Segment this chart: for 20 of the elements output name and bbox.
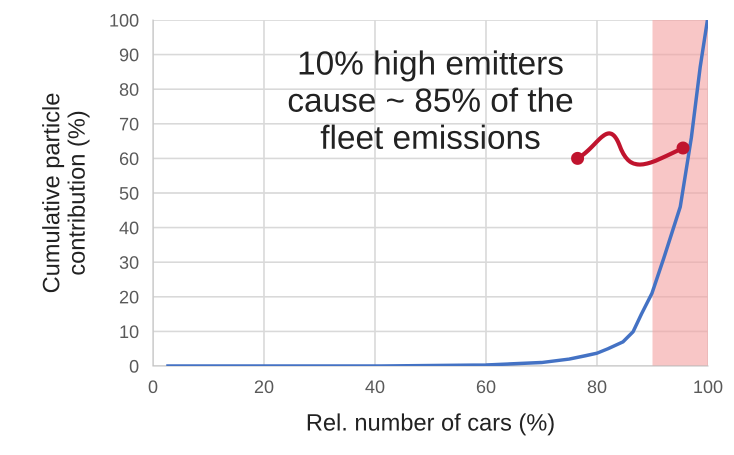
x-tick-label: 60 xyxy=(476,380,496,394)
y-tick-label: 90 xyxy=(120,48,138,62)
y-axis-title: Cumulative particle contribution (%) xyxy=(42,94,90,292)
y-tick-label: 10 xyxy=(120,325,138,338)
y-tick-label: 100 xyxy=(110,14,138,27)
y-tick-label: 20 xyxy=(120,290,138,304)
x-tick-label: 80 xyxy=(588,380,606,394)
y-tick-label: 70 xyxy=(120,118,138,131)
x-axis-title: Rel. number of cars (%) xyxy=(308,413,554,436)
annotation: 10% high emitters cause ~ 85% of the fleet emissions xyxy=(288,50,572,150)
y-tick-label: 40 xyxy=(119,222,138,234)
y-tick-label: 60 xyxy=(120,152,138,166)
x-tick-label: 40 xyxy=(365,380,384,394)
y-tick-label: 0 xyxy=(130,360,138,373)
y-tick-label: 50 xyxy=(120,186,138,200)
y-tick-label: 80 xyxy=(120,83,138,96)
y-tick-label: 30 xyxy=(120,256,138,269)
x-tick-label: 100 xyxy=(694,380,722,394)
x-tick-label: 20 xyxy=(254,380,274,394)
x-tick-label: 0 xyxy=(148,380,158,394)
